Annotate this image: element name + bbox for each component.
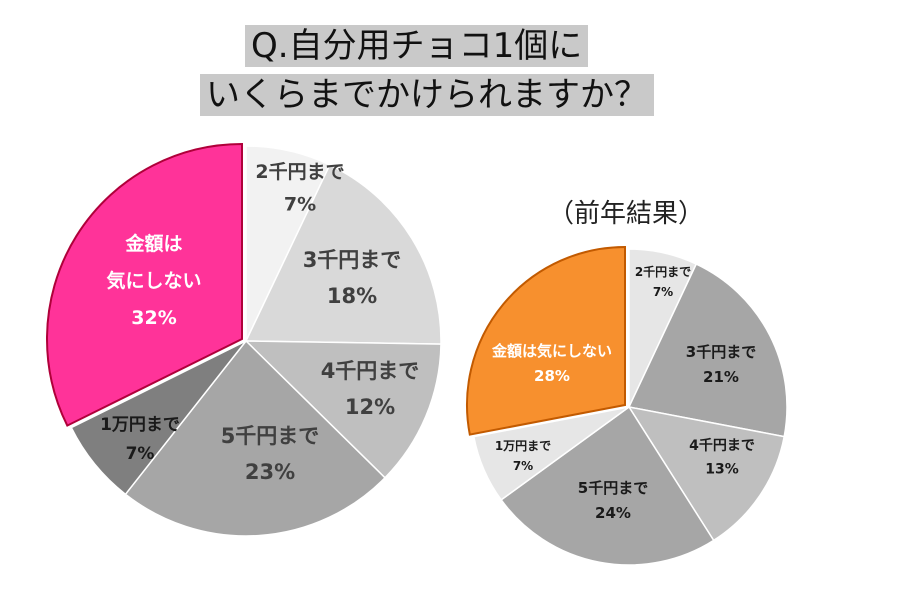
pie-chart-current: 2千円まで 7% 3千円まで 18% 4千円まで 12% 5千円まで 23% 1万円まで 7% 金額… xyxy=(46,142,442,537)
slice-value-3: 23% xyxy=(245,460,295,484)
slice-value-5: 32% xyxy=(131,307,176,329)
pie-slice-4 xyxy=(472,406,630,501)
slice-value-4: 7% xyxy=(513,459,533,473)
slice-value-4: 7% xyxy=(126,444,155,464)
slice-value-2: 13% xyxy=(705,461,739,477)
slice-label-4: 1万円まで xyxy=(495,439,551,453)
pie-slice-2 xyxy=(627,405,786,542)
slice-label-0: 2千円まで xyxy=(255,161,344,183)
pie-slice-5 xyxy=(466,245,626,436)
pie-slice-4 xyxy=(70,340,247,496)
previous-year-title: （前年結果） xyxy=(548,199,705,229)
pie-slice-5 xyxy=(46,142,243,427)
slice-label-5-line-0: 金額は xyxy=(124,232,182,255)
slice-label-3: 5千円まで xyxy=(578,479,648,497)
slice-value-0: 7% xyxy=(284,194,316,216)
slice-label-5: 金額は気にしない xyxy=(491,342,612,360)
pie-slice-3 xyxy=(124,339,387,537)
slice-label-2: 4千円まで xyxy=(689,437,755,454)
pie-chart-previous-year: 2千円まで 7% 3千円まで 21% 4千円まで 13% 5千円まで 24% 1万円まで 7% 金額… xyxy=(466,245,788,566)
slice-label-2: 4千円まで xyxy=(321,359,420,383)
pie-slice-2 xyxy=(244,340,442,479)
pie-slice-1 xyxy=(627,263,788,438)
slice-label-1: 3千円まで xyxy=(686,343,756,361)
slice-value-0: 7% xyxy=(653,285,673,299)
slice-value-1: 18% xyxy=(327,284,377,308)
slice-label-4: 1万円まで xyxy=(100,415,180,435)
slice-value-3: 24% xyxy=(595,504,631,522)
slice-value-2: 12% xyxy=(345,395,395,419)
slice-value-1: 21% xyxy=(703,368,739,386)
chart-title-line-1: Q.自分用チョコ1個に xyxy=(245,25,589,67)
pie-slice-3 xyxy=(500,405,715,566)
slice-label-1: 3千円まで xyxy=(303,248,402,272)
pie-slice-1 xyxy=(244,163,442,345)
slice-label-3: 5千円まで xyxy=(221,424,320,448)
chart-title-line-2: いくらまでかけられますか？ xyxy=(200,74,654,116)
slice-value-5: 28% xyxy=(534,367,570,385)
slice-label-0: 2千円まで xyxy=(635,264,691,279)
slice-label-5-line-1: 気にしない xyxy=(106,269,201,292)
